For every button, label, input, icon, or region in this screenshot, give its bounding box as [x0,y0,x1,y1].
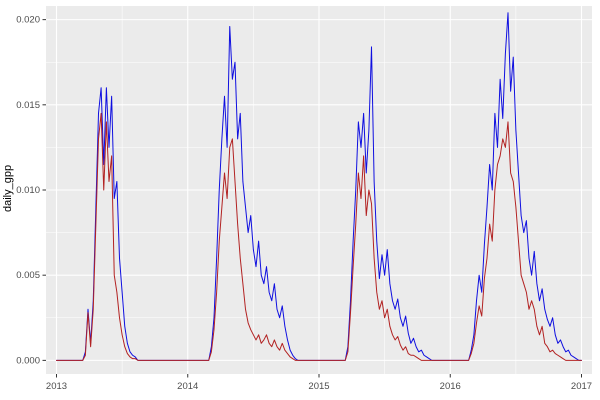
y-tick-label: 0.020 [16,15,40,26]
y-tick-label: 0.010 [16,185,40,196]
x-tick-label: 2013 [46,381,67,392]
x-tick-label: 2016 [440,381,461,392]
series-line-red-series [56,112,582,361]
x-tick-label: 2017 [571,381,592,392]
y-tick-label: 0.005 [16,270,40,281]
y-tick-label: 0.015 [16,100,40,111]
y-tick-label: 0.000 [16,355,40,366]
x-tick-label: 2015 [308,381,329,392]
x-tick-label: 2014 [177,381,198,392]
